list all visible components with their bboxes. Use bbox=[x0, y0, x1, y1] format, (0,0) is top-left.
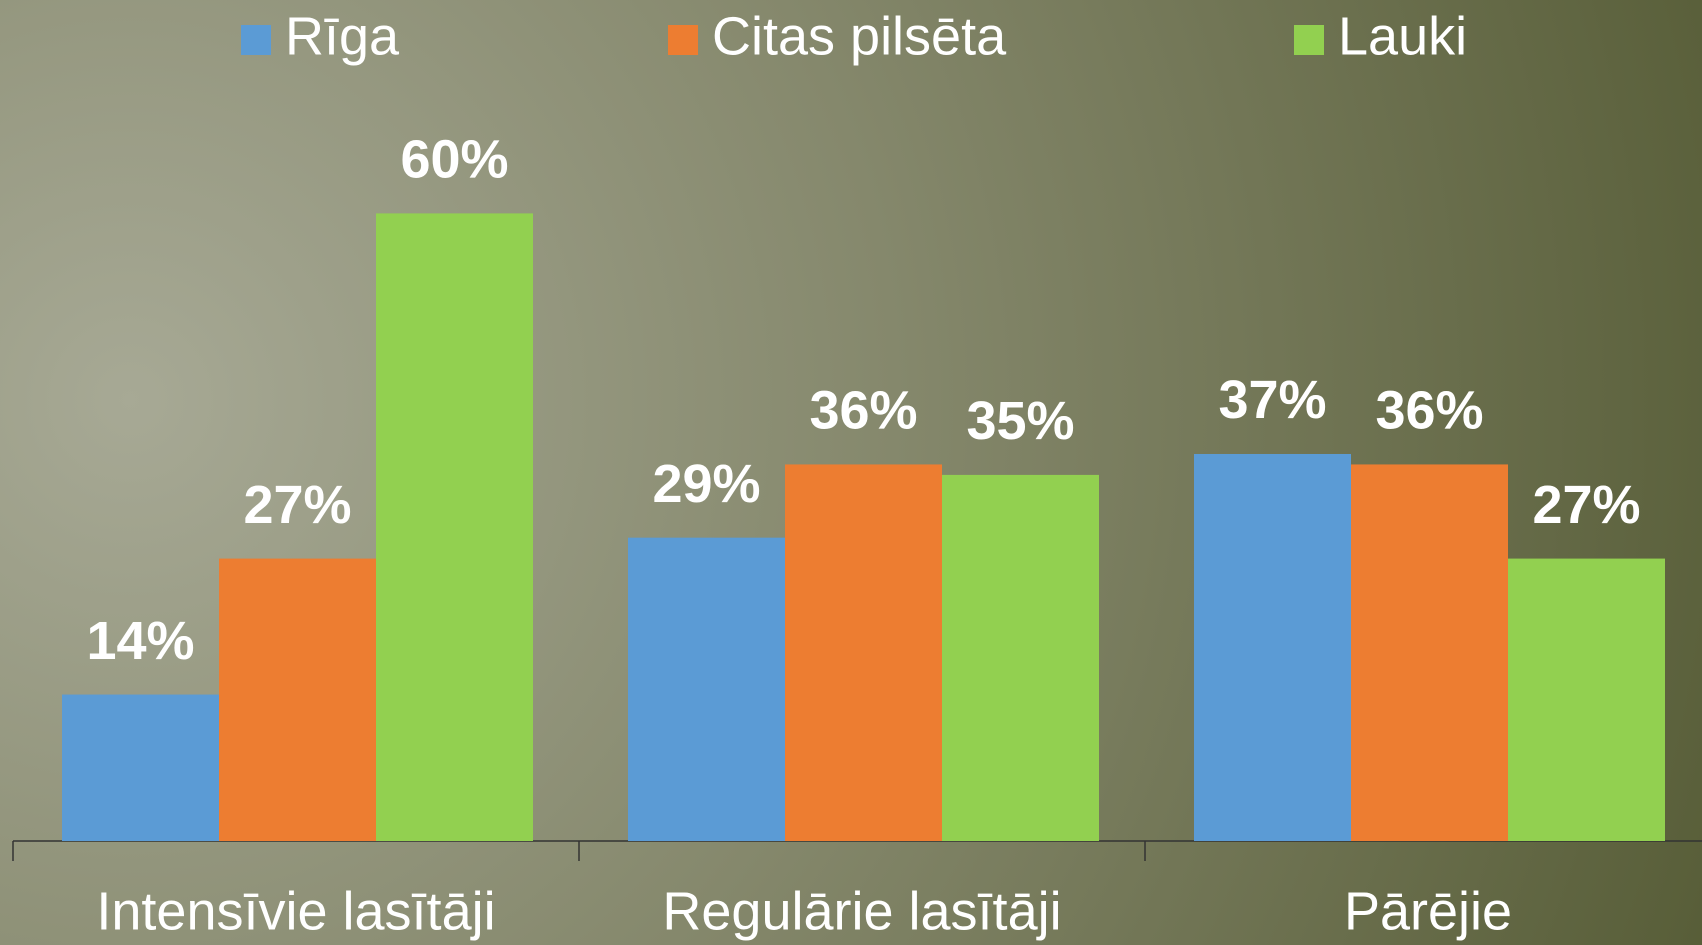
legend-swatch bbox=[668, 25, 698, 55]
x-tick-label: Intensīvie lasītāji bbox=[96, 881, 495, 941]
legend-swatch bbox=[1294, 25, 1324, 55]
bar bbox=[1194, 453, 1351, 841]
data-label: 14% bbox=[86, 611, 194, 671]
data-label: 36% bbox=[1375, 381, 1483, 441]
data-label: 29% bbox=[652, 454, 760, 514]
bar bbox=[62, 694, 219, 841]
x-tick-label: Regulārie lasītāji bbox=[662, 881, 1061, 941]
bar bbox=[628, 537, 785, 841]
bar bbox=[785, 464, 942, 841]
data-label: 27% bbox=[1532, 475, 1640, 535]
data-label: 37% bbox=[1218, 370, 1326, 430]
bar bbox=[376, 213, 533, 841]
x-tick-label: Pārējie bbox=[1344, 881, 1512, 941]
legend-label: Citas pilsēta bbox=[712, 6, 1007, 66]
data-label: 36% bbox=[809, 381, 917, 441]
data-label: 27% bbox=[243, 475, 351, 535]
bar bbox=[1351, 464, 1508, 841]
data-label: 60% bbox=[400, 130, 508, 190]
legend-label: Lauki bbox=[1338, 6, 1467, 66]
bar bbox=[1508, 558, 1665, 841]
legend-label: Rīga bbox=[285, 6, 400, 66]
legend-swatch bbox=[241, 25, 271, 55]
bar bbox=[942, 474, 1099, 841]
data-label: 35% bbox=[966, 391, 1074, 451]
bar bbox=[219, 558, 376, 841]
